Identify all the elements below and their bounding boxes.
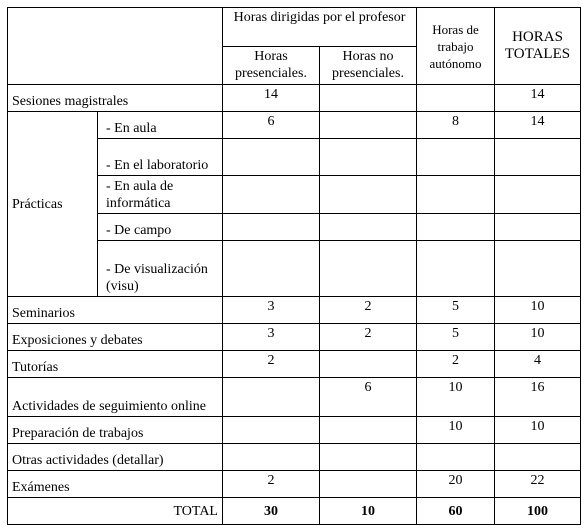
table-row: Actividades de seguimiento online 6 10 16 (7, 377, 581, 417)
value-cell (416, 240, 495, 297)
value-cell: 100 (494, 497, 581, 525)
value-cell (319, 470, 417, 498)
value-cell: 10 (416, 416, 495, 444)
value-cell (494, 175, 581, 214)
value-cell: 10 (319, 497, 417, 525)
value-cell: 10 (494, 323, 581, 351)
table-row: Sesiones magistrales 14 14 (7, 84, 581, 112)
row-label: Exámenes (7, 470, 223, 498)
table-row: Seminarios 3 2 5 10 (7, 296, 581, 324)
total-row: TOTAL 30 10 60 100 (7, 497, 581, 525)
value-cell (494, 240, 581, 297)
sub-label: - De visualización (visu) (97, 240, 223, 297)
table-row: Prácticas - En aula 6 8 14 (7, 111, 581, 297)
value-cell (494, 443, 581, 471)
value-cell (222, 175, 320, 214)
table-row: Preparación de trabajos 10 10 (7, 416, 581, 444)
value-cell: 14 (494, 111, 581, 139)
value-cell: 2 (222, 470, 320, 498)
value-cell (319, 416, 417, 444)
value-cell: 20 (416, 470, 495, 498)
header-cell: Horas dirigidas por el profesor (222, 7, 417, 47)
table-row: Tutorías 2 2 4 (7, 350, 581, 378)
value-cell (319, 84, 417, 112)
table-body: Horas dirigidas por el profesor Horas de… (7, 7, 581, 525)
value-cell: 14 (222, 84, 320, 112)
value-cell (319, 240, 417, 297)
row-label: Sesiones magistrales (7, 84, 223, 112)
table-row: Exposiciones y debates 3 2 5 10 (7, 323, 581, 351)
value-cell (319, 138, 417, 176)
value-cell: 8 (416, 111, 495, 139)
value-cell: 60 (416, 497, 495, 525)
value-cell (319, 175, 417, 214)
header-cell: HORAS TOTALES (494, 7, 581, 85)
row-label: Prácticas (7, 111, 98, 297)
value-cell: 16 (494, 377, 581, 417)
value-cell (416, 175, 495, 214)
header-row: Horas dirigidas por el profesor Horas de… (7, 7, 581, 85)
corner-cell (7, 7, 223, 85)
value-cell: 2 (416, 350, 495, 378)
value-cell (222, 240, 320, 297)
row-label: Seminarios (7, 296, 223, 324)
value-cell: 14 (494, 84, 581, 112)
table-row: - En el laboratorio (8, 138, 581, 176)
sub-label: - En el laboratorio (97, 138, 223, 176)
row-label: Preparación de trabajos (7, 416, 223, 444)
value-cell (222, 377, 320, 417)
value-cell: 4 (494, 350, 581, 378)
total-label: TOTAL (7, 497, 223, 525)
value-cell: 6 (319, 377, 417, 417)
value-cell (222, 138, 320, 176)
value-cell (494, 213, 581, 241)
value-cell (222, 213, 320, 241)
value-cell (494, 138, 581, 176)
header-row: Horas presenciales. Horas no presenciale… (8, 46, 581, 85)
value-cell: 22 (494, 470, 581, 498)
row-label: Tutorías (7, 350, 223, 378)
value-cell (319, 443, 417, 471)
row-label: Actividades de seguimiento online (7, 377, 223, 417)
value-cell (416, 84, 495, 112)
sub-label: - En aula (97, 111, 223, 139)
value-cell (319, 213, 417, 241)
value-cell: 10 (494, 416, 581, 444)
value-cell (319, 350, 417, 378)
value-cell: 30 (222, 497, 320, 525)
value-cell (416, 443, 495, 471)
sub-label: - En aula de informática (97, 175, 223, 214)
row-label: Otras actividades (detallar) (7, 443, 223, 471)
value-cell: 6 (222, 111, 320, 139)
value-cell (416, 213, 495, 241)
table-row: - De visualización (visu) (8, 240, 581, 297)
table-row: Otras actividades (detallar) (7, 443, 581, 471)
value-cell (319, 111, 417, 139)
header-cell: Horas presenciales. (222, 46, 320, 85)
value-cell: 3 (222, 296, 320, 324)
value-cell: 10 (416, 377, 495, 417)
table-row: Exámenes 2 20 22 (7, 470, 581, 498)
value-cell (222, 416, 320, 444)
value-cell: 2 (222, 350, 320, 378)
sub-label: - De campo (97, 213, 223, 241)
value-cell: 5 (416, 323, 495, 351)
value-cell: 2 (319, 323, 417, 351)
value-cell: 5 (416, 296, 495, 324)
value-cell: 10 (494, 296, 581, 324)
value-cell: 2 (319, 296, 417, 324)
header-cell: Horas no presenciales. (319, 46, 417, 85)
value-cell (416, 138, 495, 176)
value-cell (222, 443, 320, 471)
hours-table: Horas dirigidas por el profesor Horas de… (7, 7, 581, 525)
row-label: Exposiciones y debates (7, 323, 223, 351)
header-cell: Horas de trabajo autónomo (416, 7, 495, 85)
value-cell: 3 (222, 323, 320, 351)
